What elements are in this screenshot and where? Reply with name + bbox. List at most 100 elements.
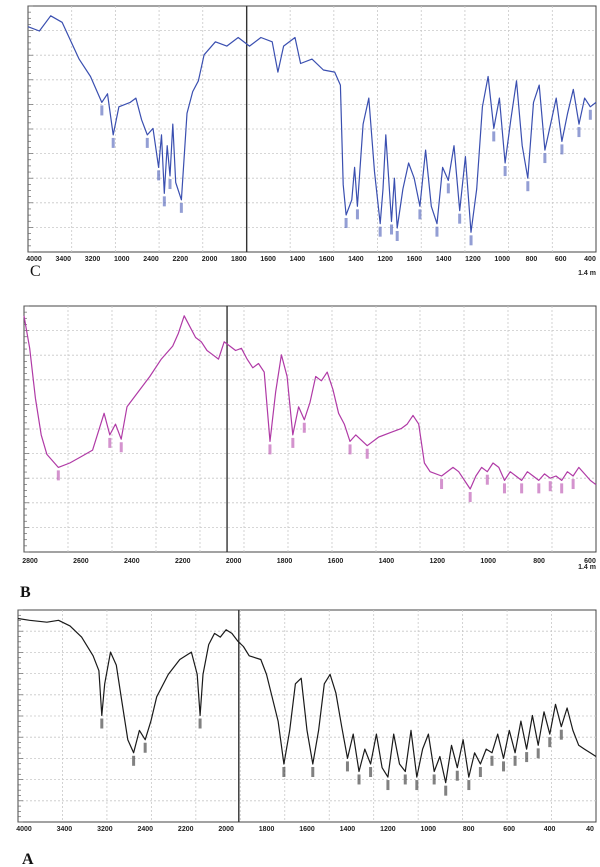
peak-marker (503, 166, 507, 177)
x-tick-label: 2200 (173, 256, 189, 263)
peak-marker (513, 755, 517, 766)
x-tick-label: 600 (555, 256, 567, 263)
peak-marker (560, 483, 564, 494)
spectrum-panel-C: 4000 3400 3200 1000 2400 2200 2000 1800 1600 1400… (26, 5, 597, 280)
x-tick-label: 2400 (143, 256, 159, 263)
x-tick-label: 3200 (85, 256, 101, 263)
x-tick-label: 1400 (348, 256, 364, 263)
panel-label-A: A (22, 851, 34, 867)
peak-marker (455, 770, 459, 781)
x-tick-label: 2800 (22, 558, 38, 565)
spectrum-panel-A: 4000 3400 3200 2400 2200 2000 1800 1600 1400 1200… (16, 609, 597, 867)
x-tick-label: 2400 (137, 826, 153, 833)
peak-marker (469, 235, 473, 246)
peak-marker (282, 766, 286, 777)
spectrum-trace-C (27, 15, 597, 233)
peak-marker (444, 785, 448, 796)
x-tick-label: 1400 (340, 826, 356, 833)
peak-marker (132, 755, 136, 766)
peak-marker (560, 144, 564, 155)
peak-marker (502, 483, 506, 494)
peak-marker (543, 153, 547, 164)
x-tick-label: 1600 (319, 256, 335, 263)
x-tick-label: 4000 (26, 256, 42, 263)
peak-marker (111, 137, 115, 148)
x-tick-label: 600 (584, 558, 596, 565)
axis-unit-label: 1.4 m (578, 564, 596, 571)
x-tick-label: 1000 (114, 256, 130, 263)
peak-marker (162, 196, 166, 207)
peak-marker (536, 748, 540, 759)
peak-marker (468, 492, 472, 503)
peak-marker (198, 718, 202, 729)
axis-unit-label: 1.4 m (578, 270, 596, 277)
peak-marker (348, 444, 352, 455)
peak-marker (157, 170, 161, 181)
panel-label-B: B (20, 584, 31, 601)
peak-marker (571, 479, 575, 490)
peak-marker (365, 448, 369, 459)
x-tick-label: 1000 (420, 826, 436, 833)
x-tick-label: 2200 (175, 558, 191, 565)
x-tick-label: 1400 (290, 256, 306, 263)
panel-label-C: C (30, 263, 41, 280)
x-tick-label: 1600 (407, 256, 423, 263)
peak-marker (432, 774, 436, 785)
x-tick-label: 1400 (436, 256, 452, 263)
peak-marker (502, 761, 506, 772)
x-tick-label: 1800 (259, 826, 275, 833)
peak-marker (458, 213, 462, 224)
x-tick-label: 1200 (465, 256, 481, 263)
peak-marker (588, 109, 592, 120)
peak-marker (357, 774, 361, 785)
peak-marker (526, 181, 530, 192)
peak-marker (168, 179, 172, 190)
peak-marker (179, 202, 183, 213)
peak-marker (446, 183, 450, 194)
x-tick-label: 2000 (202, 256, 218, 263)
x-tick-label: 2200 (178, 826, 194, 833)
peak-marker (100, 718, 104, 729)
spectrum-panel-B: 2800 2600 2400 2200 2000 1800 1600 1400 1200 1000… (20, 305, 597, 601)
peak-marker (525, 752, 529, 763)
peak-marker (311, 766, 315, 777)
peak-marker (490, 755, 494, 766)
peak-marker (119, 442, 123, 453)
x-tick-label: 3200 (97, 826, 113, 833)
peak-marker (344, 218, 348, 229)
x-tick-label: 600 (503, 826, 515, 833)
x-tick-label: 1200 (429, 558, 445, 565)
peak-marker (548, 737, 552, 748)
x-tick-label: 1000 (480, 558, 496, 565)
peak-marker (492, 131, 496, 142)
x-tick-label: 400 (584, 256, 596, 263)
x-tick-label: 1800 (277, 558, 293, 565)
x-tick-label: 400 (544, 826, 556, 833)
x-tick-label: 2000 (226, 558, 242, 565)
peak-marker (345, 761, 349, 772)
x-tick-label: 1200 (377, 256, 393, 263)
peak-marker (369, 766, 373, 777)
peak-marker (268, 444, 272, 455)
peak-marker (418, 209, 422, 220)
x-tick-label: 1600 (299, 826, 315, 833)
peak-marker (577, 127, 581, 138)
spectrum-trace-A (17, 617, 597, 784)
x-tick-label: 40 (586, 826, 594, 833)
peak-marker (100, 105, 104, 116)
peak-marker (143, 742, 147, 753)
x-tick-label: 2600 (73, 558, 89, 565)
spectrum-trace-B (23, 315, 597, 490)
peak-marker (467, 780, 471, 791)
peak-marker (386, 780, 390, 791)
peak-marker (56, 470, 60, 481)
peak-marker (355, 209, 359, 220)
peak-marker (559, 729, 563, 740)
peak-marker (485, 474, 489, 485)
peak-marker (478, 766, 482, 777)
peak-marker (108, 437, 112, 448)
x-tick-label: 800 (533, 558, 545, 565)
x-tick-label: 1800 (231, 256, 247, 263)
peak-marker (378, 226, 382, 237)
